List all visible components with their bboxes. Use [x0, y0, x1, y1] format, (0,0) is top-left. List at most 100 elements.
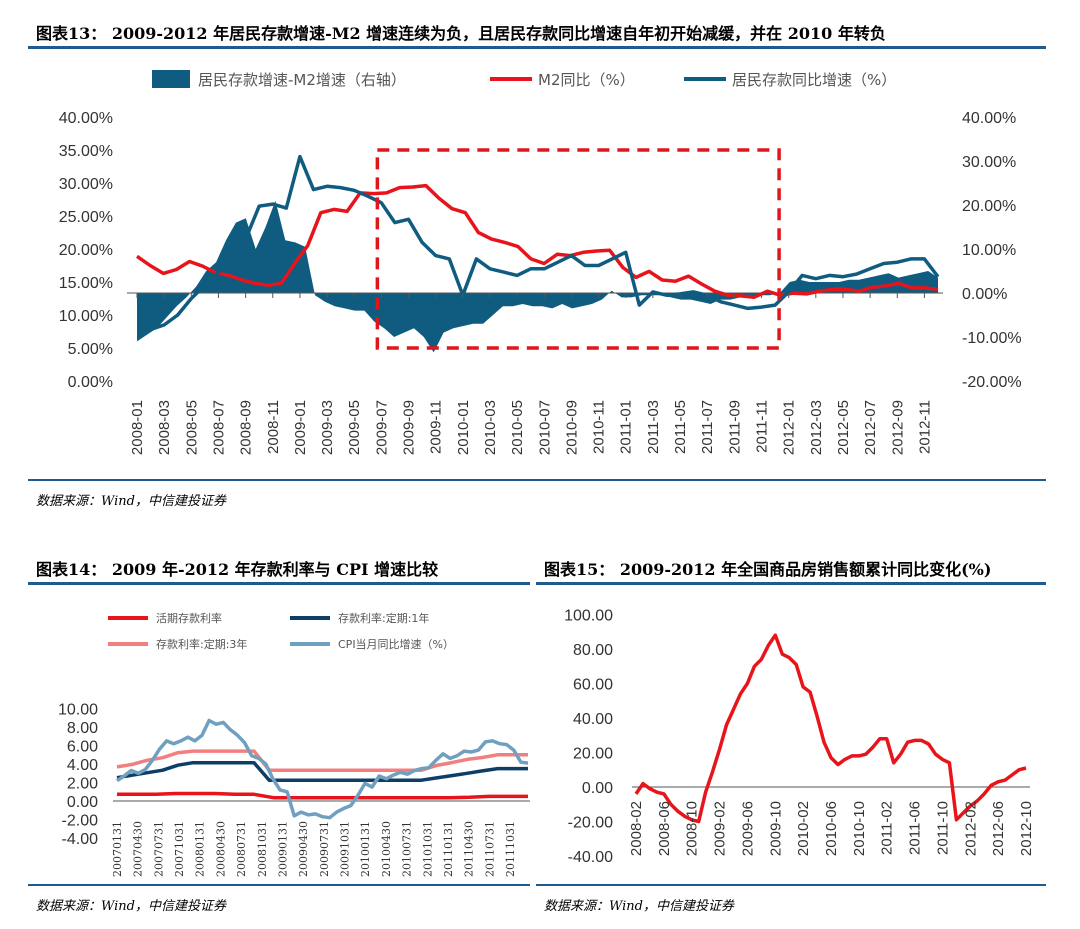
left-tick-label: 15.00%: [59, 275, 113, 292]
fig13-bottom-rule: [28, 479, 1046, 481]
left-tick-label: 35.00%: [59, 143, 113, 160]
x-tick-label: 20110731: [483, 821, 496, 877]
y-tick-label: 0.00: [67, 794, 98, 811]
y-tick-label: -20.00: [568, 815, 613, 832]
x-tick-label: 2010-06: [823, 801, 840, 856]
x-tick-label: 20090430: [297, 821, 310, 877]
x-tick-label: 2011-05: [672, 400, 689, 454]
x-tick-label: 2012-10: [1018, 801, 1035, 856]
x-tick-label: 2010-01: [455, 400, 472, 455]
legend-label-0: 活期存款利率: [156, 611, 222, 625]
left-tick-label: 20.00%: [59, 242, 113, 259]
fig14-bottom-rule: [28, 884, 530, 886]
x-tick-label: 20071031: [173, 821, 186, 877]
series-line-m2: [135, 183, 939, 299]
x-tick-label: 2008-06: [656, 801, 673, 856]
left-tick-label: 0.00%: [68, 374, 113, 391]
series-line-1: [116, 760, 528, 782]
x-tick-label: 2011-10: [934, 801, 951, 855]
y-tick-label: 100.00: [564, 608, 613, 625]
fig13-top-rule: [28, 46, 1046, 49]
x-tick-label: 2008-05: [183, 400, 200, 455]
x-tick-label: 2011-02: [879, 801, 896, 855]
x-tick-label: 2009-11: [428, 400, 445, 454]
fig13-chart: 居民存款增速-M2增速（右轴） M2同比（%） 居民存款同比增速（%） 0.00% 5.…: [59, 70, 1022, 455]
x-tick-label: 2008-03: [156, 400, 173, 455]
x-tick-label: 2010-03: [482, 400, 499, 455]
x-tick-label: 20080430: [214, 821, 227, 877]
legend-label-area: 居民存款增速-M2增速（右轴）: [198, 71, 406, 89]
x-tick-label: 2012-02: [962, 801, 979, 856]
fig14-source: 数据来源：Wind，中信建投证券: [36, 899, 226, 914]
x-tick-label: 20110131: [442, 821, 455, 877]
x-tick-label: 20070131: [111, 821, 124, 877]
right-tick-label: 20.00%: [962, 198, 1016, 215]
x-tick-label: 2009-05: [346, 400, 363, 455]
x-tick-label: 2012-07: [862, 400, 879, 455]
x-tick-label: 2010-09: [563, 400, 580, 455]
y-tick-label: -4.00: [62, 831, 99, 848]
right-tick-label: -10.00%: [962, 330, 1022, 347]
x-tick-label: 2008-01: [129, 400, 146, 455]
x-tick-label: 2012-09: [889, 400, 906, 455]
series-line-0: [117, 791, 528, 800]
fig14-title: 图表14： 2009 年-2012 年存款利率与 CPI 增速比较: [36, 560, 439, 579]
y-tick-label: -2.00: [62, 813, 99, 830]
x-tick-label: 2010-11: [591, 400, 608, 454]
x-tick-label: 2011-01: [618, 400, 635, 454]
x-tick-label: 2012-06: [990, 801, 1007, 856]
right-tick-label: 0.00%: [962, 286, 1007, 303]
x-tick-label: 20100430: [380, 821, 393, 877]
x-tick-label: 2012-05: [835, 400, 852, 455]
y-tick-label: 80.00: [573, 642, 613, 659]
y-tick-label: 0.00: [582, 780, 613, 797]
fig15-chart: -40.00 -20.00 0.00 20.00 40.00 60.00 80.00 100.…: [564, 608, 1035, 867]
fig13-source: 数据来源：Wind，中信建投证券: [36, 494, 226, 509]
y-tick-label: -40.00: [568, 849, 613, 866]
x-tick-label: 2008-07: [210, 400, 227, 455]
right-tick-label: 30.00%: [962, 154, 1016, 171]
x-tick-label: 2008-02: [628, 801, 645, 856]
x-tick-label: 2009-06: [739, 801, 756, 856]
legend-label-deposit: 居民存款同比增速（%）: [732, 71, 896, 89]
x-tick-label: 2012-03: [808, 400, 825, 455]
x-tick-label: 20081031: [256, 821, 269, 877]
right-tick-label: -20.00%: [962, 374, 1022, 391]
y-tick-label: 8.00: [67, 720, 98, 737]
y-tick-label: 4.00: [67, 757, 98, 774]
x-tick-label: 20100731: [401, 821, 414, 877]
fig15-bottom-rule: [536, 884, 1046, 886]
left-tick-label: 5.00%: [68, 341, 113, 358]
right-tick-label: 10.00%: [962, 242, 1016, 259]
left-tick-label: 25.00%: [59, 209, 113, 226]
x-tick-label: 20110430: [463, 821, 476, 877]
x-tick-label: 2010-10: [851, 801, 868, 856]
series-line-3: [116, 718, 529, 820]
x-tick-label: 2011-09: [726, 400, 743, 454]
x-tick-label: 2010-05: [509, 400, 526, 455]
x-tick-label: 2009-03: [319, 400, 336, 455]
legend-label-2: 存款利率:定期:3年: [156, 637, 247, 651]
legend-label-1: 存款利率:定期:1年: [338, 611, 429, 625]
right-tick-label: 40.00%: [962, 110, 1016, 127]
left-tick-label: 30.00%: [59, 176, 113, 193]
series-area-deposit-minus-m2: [137, 200, 938, 353]
series-line-deposit: [137, 154, 940, 332]
legend-label-3: CPI当月同比增速（%）: [338, 637, 454, 651]
x-tick-label: 2009-01: [292, 400, 309, 455]
x-tick-label: 2008-10: [684, 801, 701, 856]
x-tick-label: 2011-07: [699, 400, 716, 454]
fig15-title: 图表15： 2009-2012 年全国商品房销售额累计同比变化(%): [544, 560, 992, 579]
x-tick-label: 20101031: [421, 821, 434, 877]
y-tick-label: 40.00: [573, 711, 613, 728]
y-tick-label: 10.00: [58, 702, 98, 719]
x-tick-label: 20091031: [339, 821, 352, 877]
y-tick-label: 20.00: [573, 746, 613, 763]
x-tick-label: 2011-06: [907, 801, 924, 855]
left-tick-label: 40.00%: [59, 110, 113, 127]
series-line-sales: [634, 633, 1027, 824]
x-tick-label: 2011-03: [645, 400, 662, 454]
x-tick-label: 20070731: [152, 821, 165, 877]
annotation-dashed-box: [375, 148, 781, 350]
